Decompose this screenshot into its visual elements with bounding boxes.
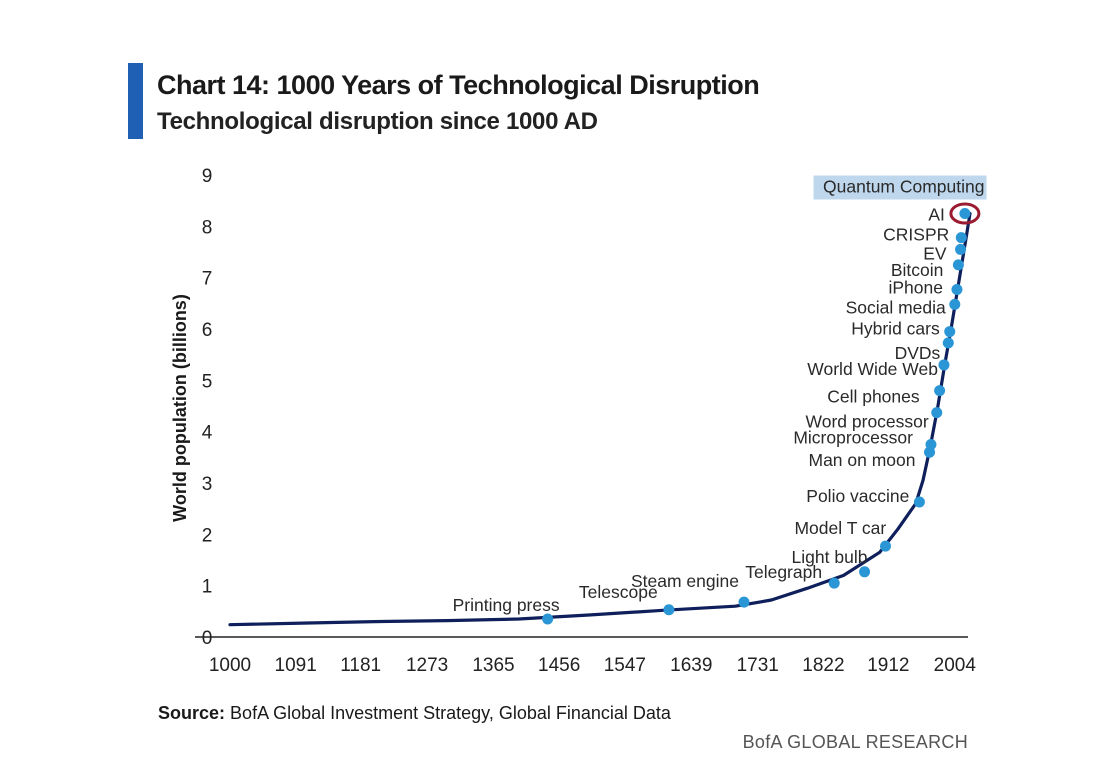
y-tick-label: 3	[202, 474, 213, 495]
event-point	[952, 259, 964, 271]
y-tick-label: 0	[202, 628, 213, 649]
chart-subtitle: Technological disruption since 1000 AD	[157, 108, 598, 135]
x-tick-label: 1731	[737, 655, 779, 676]
y-tick-label: 6	[202, 320, 213, 341]
x-tick-label: 1456	[538, 655, 580, 676]
chart-card	[112, 44, 994, 768]
event-point	[663, 604, 675, 616]
x-tick-label: 1547	[604, 655, 646, 676]
event-label: Man on moon	[809, 450, 916, 470]
chart-title: Chart 14: 1000 Years of Technological Di…	[157, 70, 760, 100]
x-tick-label: 1365	[472, 655, 514, 676]
event-point	[879, 540, 891, 552]
event-point	[542, 613, 554, 625]
event-label: Cell phones	[827, 387, 920, 407]
accent-bar	[128, 63, 143, 139]
event-point	[925, 439, 937, 450]
ai-highlight-ring	[949, 202, 981, 225]
source-note: Source: BofA Global Investment Strategy,…	[158, 703, 671, 724]
y-axis-label: World population (billions)	[170, 294, 190, 522]
source-text: BofA Global Investment Strategy, Global …	[230, 703, 671, 723]
y-tick-label: 1	[202, 577, 213, 598]
event-label: Steam engine	[631, 571, 739, 591]
y-tick-label: 5	[202, 371, 213, 392]
brand-label: BofA GLOBAL RESEARCH	[742, 732, 968, 752]
event-point	[828, 577, 840, 589]
event-label: Polio vaccine	[806, 486, 909, 506]
event-label: Bitcoin	[891, 260, 944, 280]
event-point	[955, 232, 967, 244]
event-label: Social media	[846, 297, 946, 317]
event-point	[938, 359, 950, 371]
event-label: Quantum Computing	[823, 177, 984, 197]
event-point	[913, 496, 925, 508]
event-point	[944, 326, 956, 338]
event-label: Light bulb	[792, 547, 868, 567]
y-tick-label: 8	[202, 217, 213, 238]
event-label: World Wide Web	[807, 359, 938, 379]
event-label: EV	[923, 243, 947, 263]
y-tick-label: 2	[202, 525, 213, 546]
x-tick-label: 1091	[275, 655, 317, 676]
y-tick-label: 9	[202, 166, 213, 187]
event-label: DVDs	[895, 343, 941, 363]
event-label: Microprocessor	[793, 428, 913, 448]
event-label: Printing press	[453, 595, 560, 615]
x-tick-label: 1273	[406, 655, 448, 676]
quantum-computing-highlight	[813, 175, 987, 200]
event-label: Model T car	[794, 518, 886, 538]
event-label: CRISPR	[883, 225, 949, 245]
source-label: Source:	[158, 703, 226, 723]
event-label: AI	[928, 205, 945, 225]
event-label: Hybrid cars	[851, 319, 940, 339]
event-point	[738, 596, 750, 608]
event-label: Telegraph	[745, 562, 822, 582]
event-point	[955, 243, 967, 255]
event-label: Word processor	[806, 412, 929, 432]
event-point	[931, 407, 943, 419]
event-point	[934, 385, 946, 397]
x-tick-label: 1912	[867, 655, 909, 676]
event-point	[951, 283, 963, 295]
event-point	[942, 337, 954, 349]
y-tick-label: 4	[202, 423, 213, 444]
x-tick-label: 1181	[340, 655, 381, 676]
x-tick-label: 1639	[670, 655, 712, 676]
event-point	[959, 208, 971, 219]
event-point	[859, 566, 871, 578]
event-point	[949, 298, 961, 310]
event-label: Telescope	[579, 582, 658, 602]
y-tick-label: 7	[202, 269, 213, 290]
x-tick-label: 1000	[209, 655, 251, 676]
x-tick-label: 2004	[934, 655, 977, 676]
event-label: iPhone	[888, 277, 943, 297]
x-tick-label: 1822	[802, 655, 844, 676]
